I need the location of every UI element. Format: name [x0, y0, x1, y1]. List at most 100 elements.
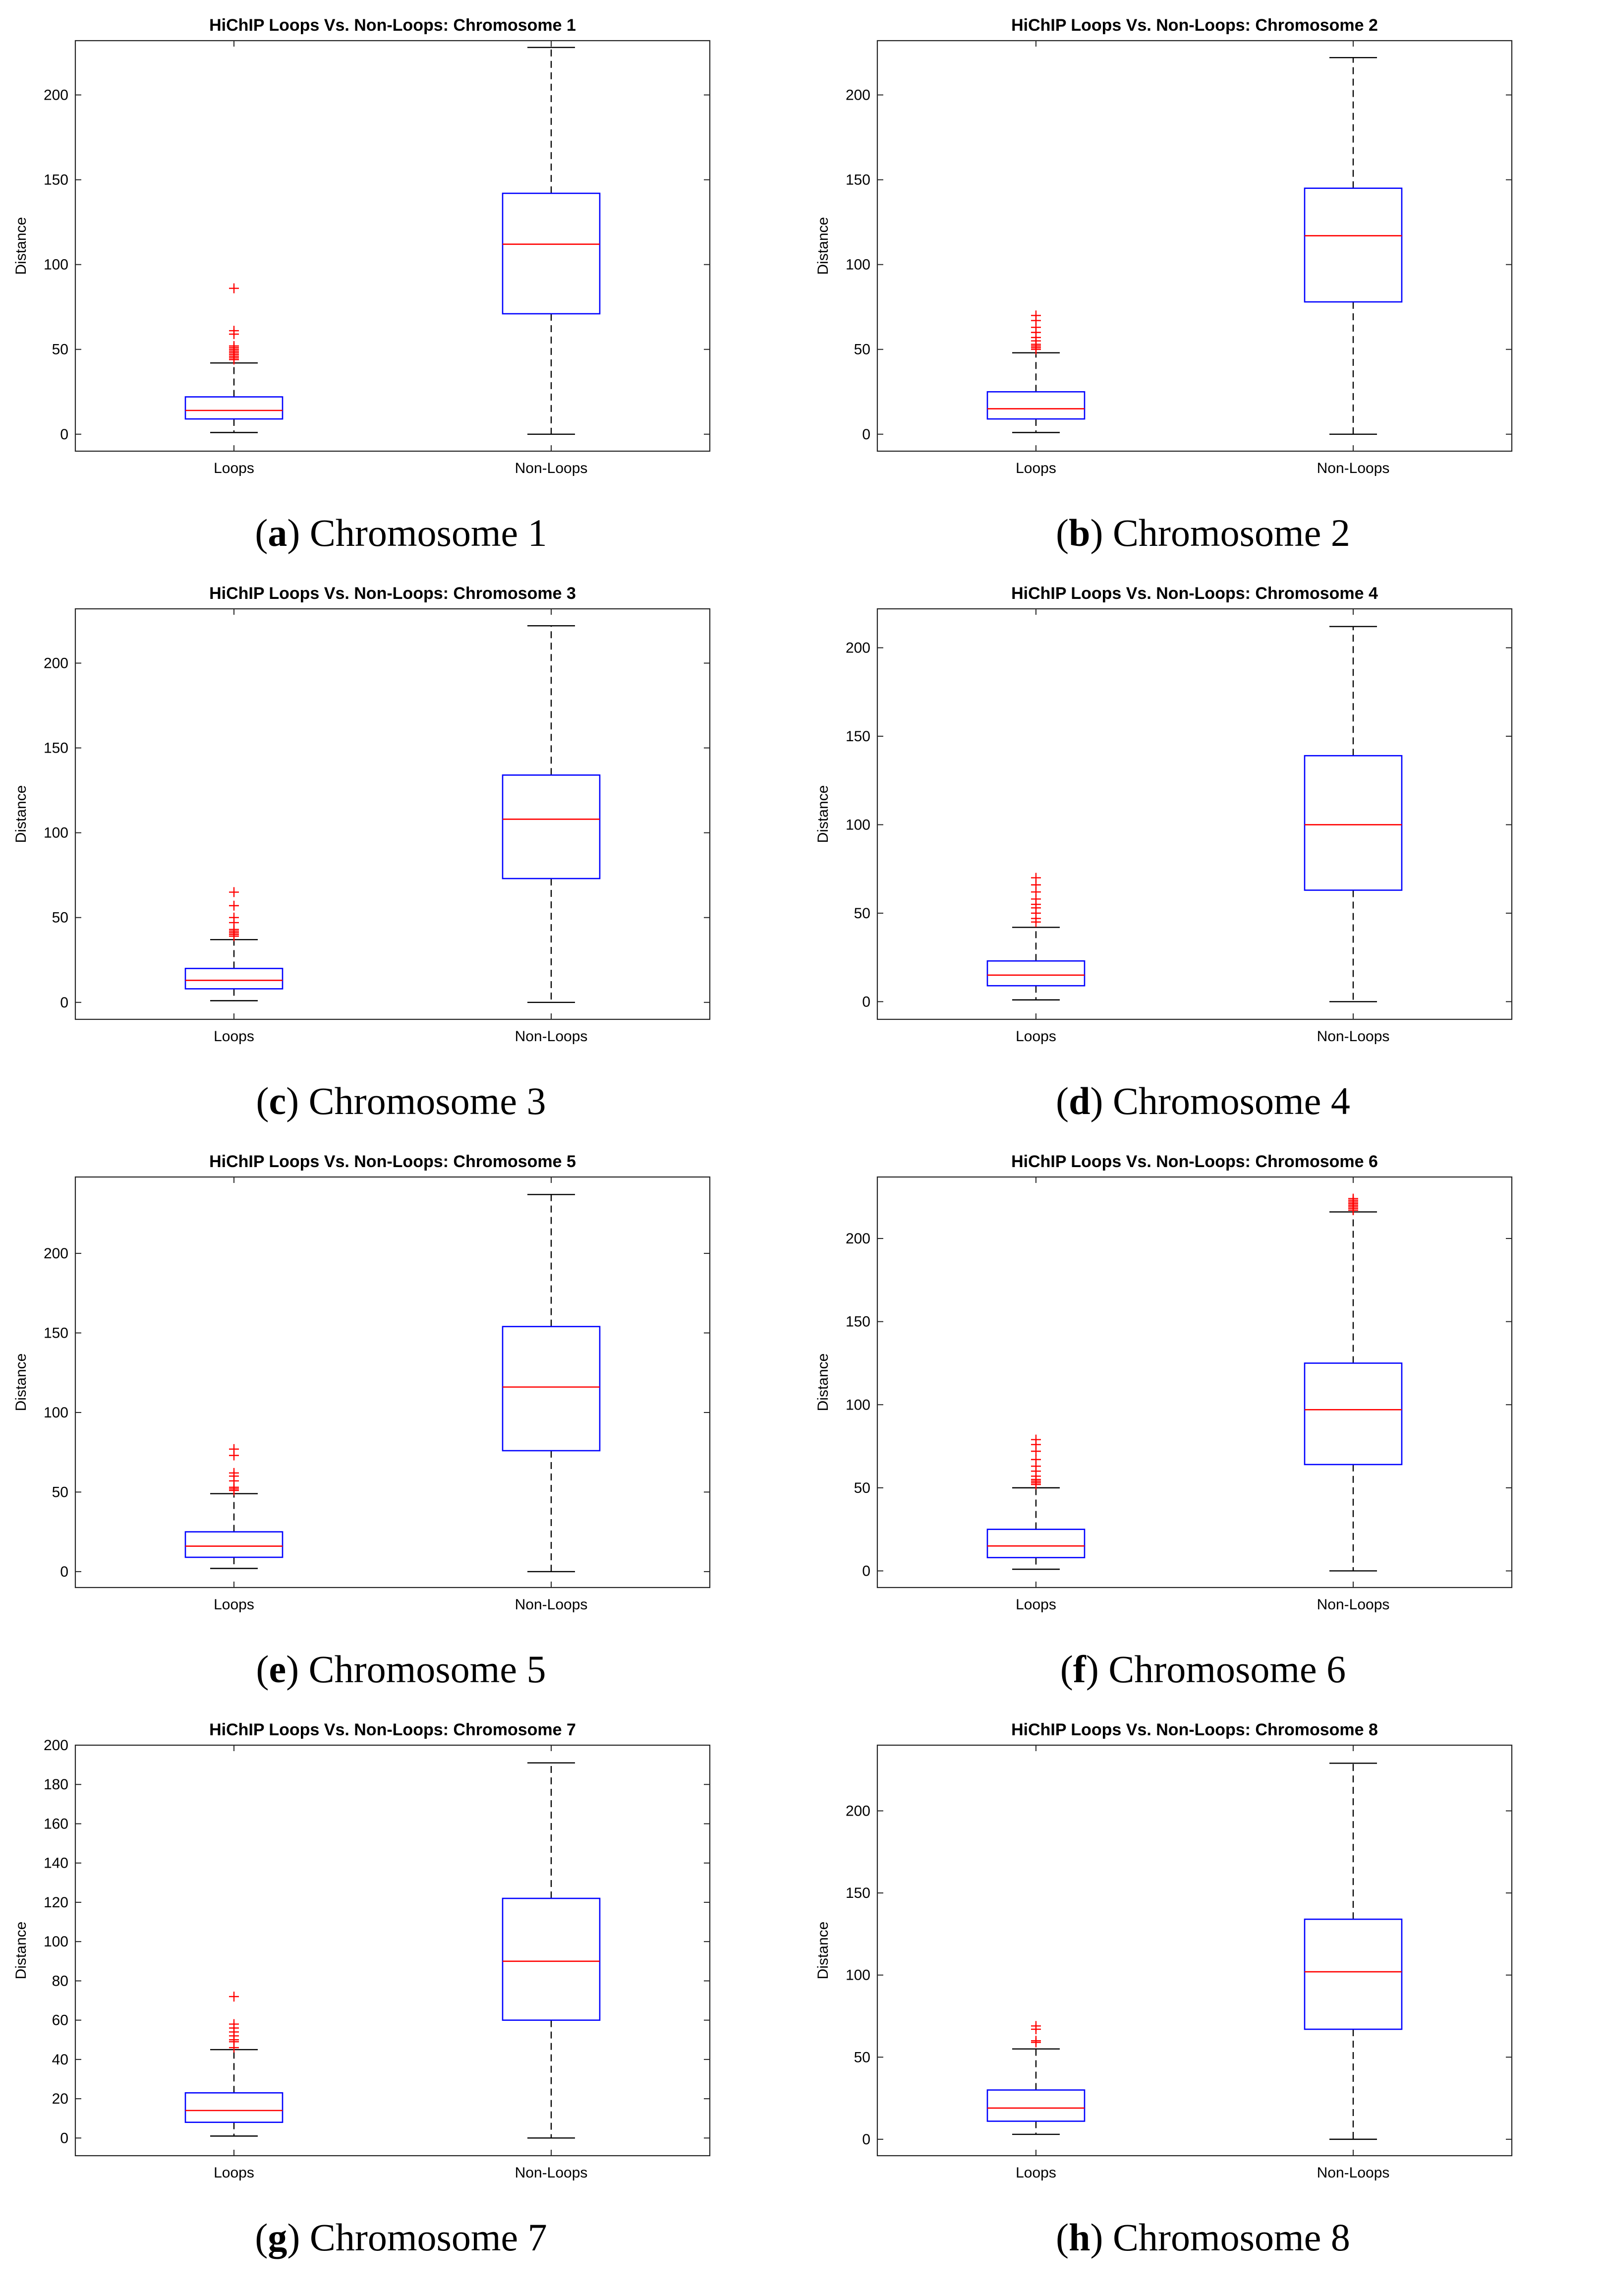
iqr-box	[184, 968, 284, 990]
panel-letter: (f)	[1060, 1648, 1109, 1691]
outlier-marker	[229, 1444, 239, 1454]
box-loops	[184, 283, 284, 433]
x-tick-label: Non-Loops	[515, 1596, 588, 1613]
y-tick-label: 50	[52, 342, 68, 358]
y-tick-label: 50	[52, 910, 68, 926]
panel-caption-text: Chromosome 3	[308, 1079, 546, 1122]
outlier-marker	[1348, 1193, 1358, 1204]
outlier-marker	[1031, 873, 1041, 883]
panel-caption: (h) Chromosome 8	[802, 2215, 1604, 2260]
x-tick-label: Non-Loops	[515, 1028, 588, 1045]
panel-letter-bold: f	[1073, 1648, 1086, 1691]
axes-frame	[74, 608, 711, 1020]
y-tick-label: 100	[846, 817, 870, 833]
box-plot-b: HiChIP Loops Vs. Non-Loops: Chromosome 2…	[815, 16, 1513, 476]
outlier-marker	[1031, 2021, 1041, 2031]
panel-caption: (b) Chromosome 2	[802, 511, 1604, 555]
y-axis-label: Distance	[815, 785, 831, 843]
box-plot-g: HiChIP Loops Vs. Non-Loops: Chromosome 7…	[13, 1720, 711, 2181]
chart-title: HiChIP Loops Vs. Non-Loops: Chromosome 3	[209, 584, 576, 603]
y-tick-label: 200	[846, 1231, 870, 1247]
y-tick-label: 200	[846, 640, 870, 656]
iqr-box	[986, 391, 1086, 420]
y-tick-label: 40	[52, 2052, 68, 2068]
x-tick-label: Non-Loops	[1317, 1596, 1390, 1613]
panel-caption: (e) Chromosome 5	[0, 1647, 802, 1692]
iqr-box	[184, 1531, 284, 1558]
iqr-box	[502, 1897, 601, 2021]
box-non-loops	[1304, 1193, 1403, 1572]
axes-frame	[74, 40, 711, 452]
y-tick-label: 150	[846, 1885, 870, 1901]
y-tick-label: 0	[862, 1563, 870, 1579]
chart-panel-c: HiChIP Loops Vs. Non-Loops: Chromosome 3…	[0, 568, 802, 1136]
axes-frame	[876, 608, 1513, 1020]
iqr-box	[986, 1529, 1086, 1558]
y-tick-label: 50	[854, 2049, 870, 2065]
y-tick-label: 180	[44, 1776, 68, 1793]
axes-frame	[876, 1744, 1513, 2157]
outlier-marker	[1031, 1434, 1041, 1445]
x-tick-label: Loops	[214, 460, 254, 476]
box-loops	[184, 1992, 284, 2137]
y-tick-label: 150	[846, 172, 870, 188]
chart-title: HiChIP Loops Vs. Non-Loops: Chromosome 2	[1011, 16, 1378, 35]
y-tick-label: 0	[862, 426, 870, 443]
box-plot-c: HiChIP Loops Vs. Non-Loops: Chromosome 3…	[13, 584, 711, 1045]
panel-letter-bold: a	[268, 511, 287, 554]
y-tick-label: 150	[846, 728, 870, 745]
y-axis-label: Distance	[13, 1922, 29, 1980]
chart-panel-h: HiChIP Loops Vs. Non-Loops: Chromosome 8…	[802, 1705, 1604, 2273]
panel-caption: (f) Chromosome 6	[802, 1647, 1604, 1692]
panel-caption-text: Chromosome 6	[1108, 1648, 1346, 1691]
panel-letter-bold: b	[1069, 511, 1090, 554]
chart-panel-g: HiChIP Loops Vs. Non-Loops: Chromosome 7…	[0, 1705, 802, 2273]
box-plot-a: HiChIP Loops Vs. Non-Loops: Chromosome 1…	[13, 16, 711, 476]
y-axis-label: Distance	[815, 1922, 831, 1980]
box-plot-h: HiChIP Loops Vs. Non-Loops: Chromosome 8…	[815, 1720, 1513, 2181]
y-tick-label: 100	[44, 1934, 68, 1950]
panel-letter: (a)	[255, 511, 310, 554]
box-loops	[184, 1444, 284, 1569]
panel-caption-text: Chromosome 4	[1113, 1079, 1350, 1122]
box-loops	[986, 1434, 1086, 1570]
panel-caption: (a) Chromosome 1	[0, 511, 802, 555]
x-tick-label: Loops	[1016, 1596, 1056, 1613]
y-tick-label: 50	[854, 342, 870, 358]
chart-panel-a: HiChIP Loops Vs. Non-Loops: Chromosome 1…	[0, 0, 802, 568]
iqr-box	[1304, 755, 1403, 891]
box-non-loops	[502, 625, 601, 1003]
y-tick-label: 120	[44, 1894, 68, 1911]
iqr-box	[1304, 1362, 1403, 1466]
iqr-box	[1304, 187, 1403, 303]
y-tick-label: 0	[862, 994, 870, 1010]
panel-letter: (b)	[1056, 511, 1113, 554]
x-tick-label: Loops	[1016, 2165, 1056, 2181]
y-tick-label: 50	[854, 905, 870, 922]
y-tick-label: 150	[44, 740, 68, 757]
x-tick-label: Non-Loops	[1317, 460, 1390, 476]
chart-title: HiChIP Loops Vs. Non-Loops: Chromosome 7	[209, 1720, 576, 1739]
panel-caption-text: Chromosome 5	[308, 1648, 546, 1691]
iqr-box	[502, 192, 601, 315]
outlier-marker	[229, 326, 239, 336]
panel-letter-bold: h	[1069, 2216, 1090, 2259]
axes-frame	[74, 1744, 711, 2157]
chart-title: HiChIP Loops Vs. Non-Loops: Chromosome 4	[1011, 584, 1378, 603]
y-tick-label: 160	[44, 1816, 68, 1832]
chart-title: HiChIP Loops Vs. Non-Loops: Chromosome 8	[1011, 1720, 1378, 1739]
y-tick-label: 100	[44, 1405, 68, 1421]
x-tick-label: Loops	[214, 1028, 254, 1045]
y-axis-label: Distance	[815, 1354, 831, 1412]
y-axis-label: Distance	[13, 785, 29, 843]
x-tick-label: Non-Loops	[515, 460, 588, 476]
chart-title: HiChIP Loops Vs. Non-Loops: Chromosome 1	[209, 16, 576, 35]
panel-caption-text: Chromosome 2	[1113, 511, 1350, 554]
box-non-loops	[1304, 1763, 1403, 2140]
y-tick-label: 200	[846, 87, 870, 103]
y-tick-label: 150	[846, 1314, 870, 1330]
box-non-loops	[1304, 626, 1403, 1002]
outlier-marker	[229, 2019, 239, 2029]
outlier-marker	[229, 912, 239, 923]
outlier-marker	[229, 900, 239, 911]
